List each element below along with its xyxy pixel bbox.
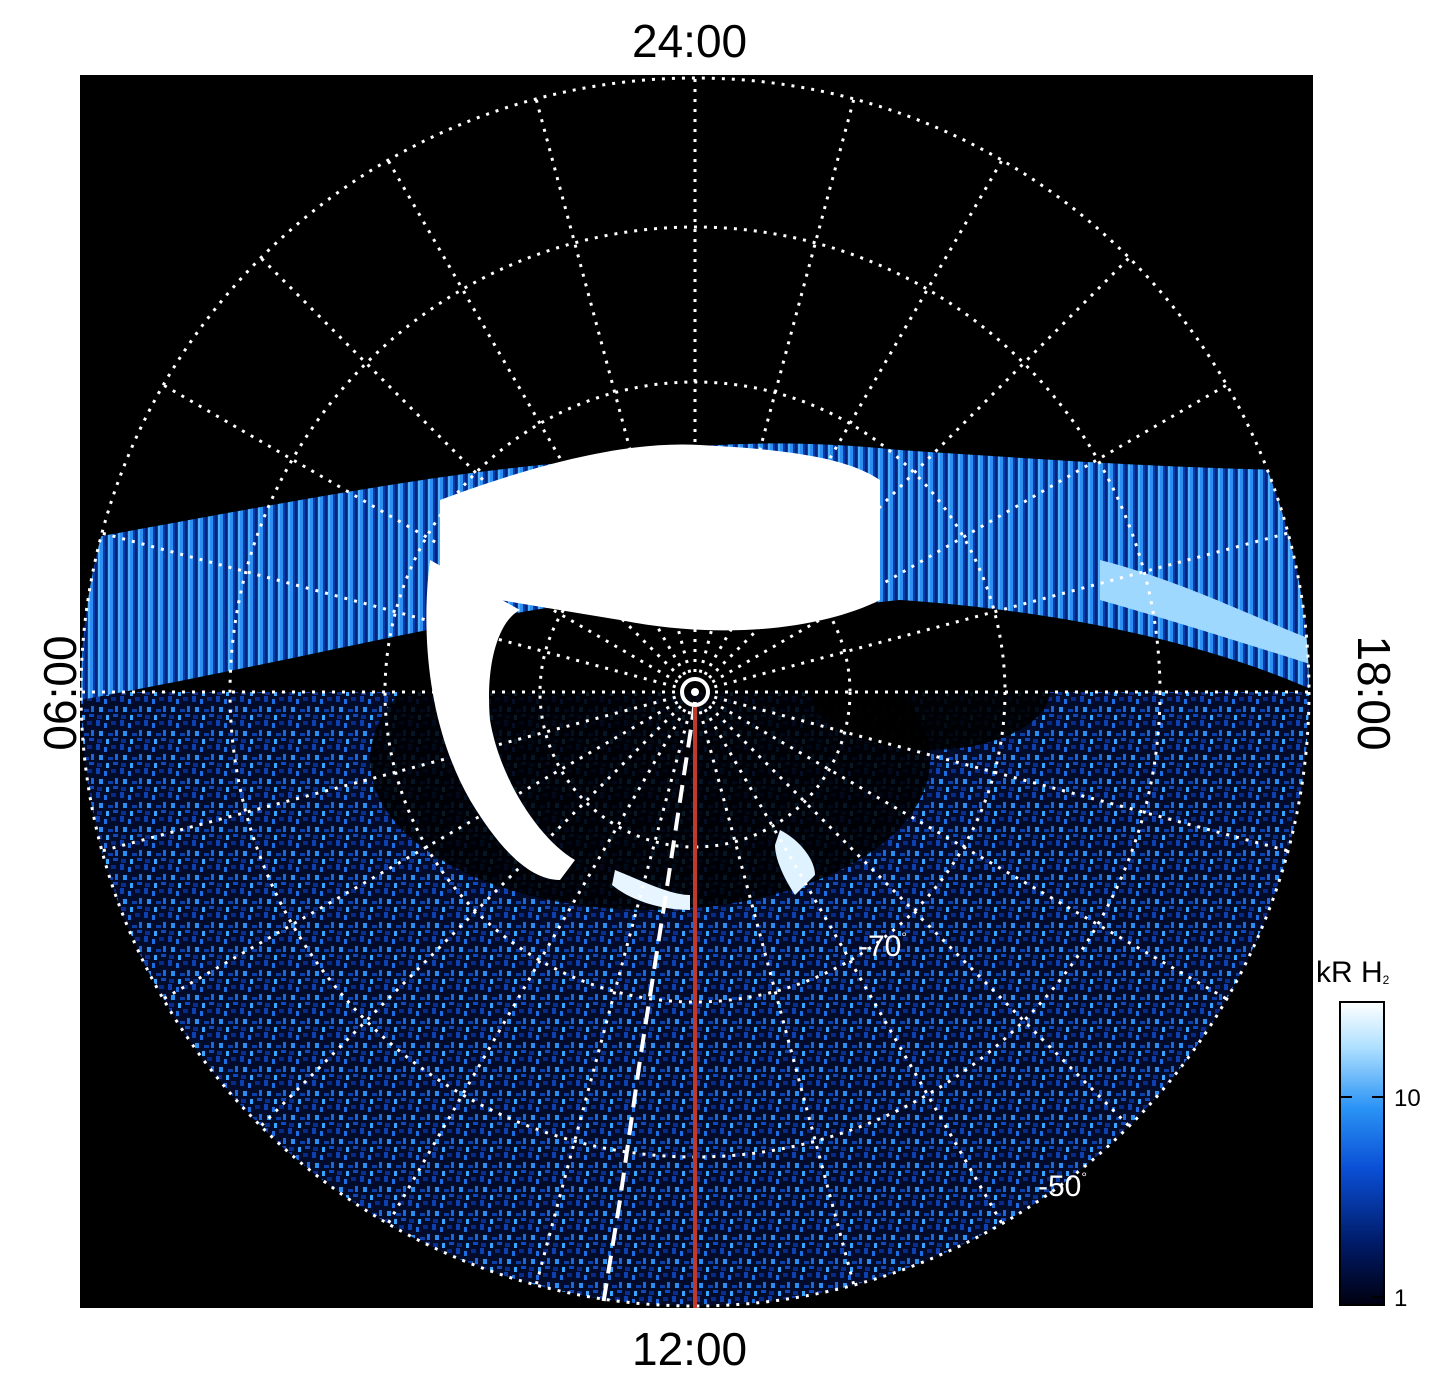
pole-marker (680, 677, 710, 707)
colorbar-unit-label: kR H2 (1316, 956, 1390, 989)
local-time-label-bottom: 12:00 (632, 1323, 748, 1375)
colorbar-tick-label: 1 (1394, 1285, 1408, 1312)
local-time-label-right: 18:00 (1348, 635, 1400, 751)
colorbar (1339, 1001, 1385, 1306)
colorbar-tick-label: 10 (1394, 1085, 1421, 1112)
local-time-label-top: 24:00 (632, 15, 748, 67)
local-time-label-left: 06:00 (34, 635, 86, 751)
latitude-label-outer: -50° (1038, 1169, 1087, 1203)
latitude-label-inner: -70° (858, 929, 907, 963)
dashed-reference-curve (601, 701, 697, 1306)
